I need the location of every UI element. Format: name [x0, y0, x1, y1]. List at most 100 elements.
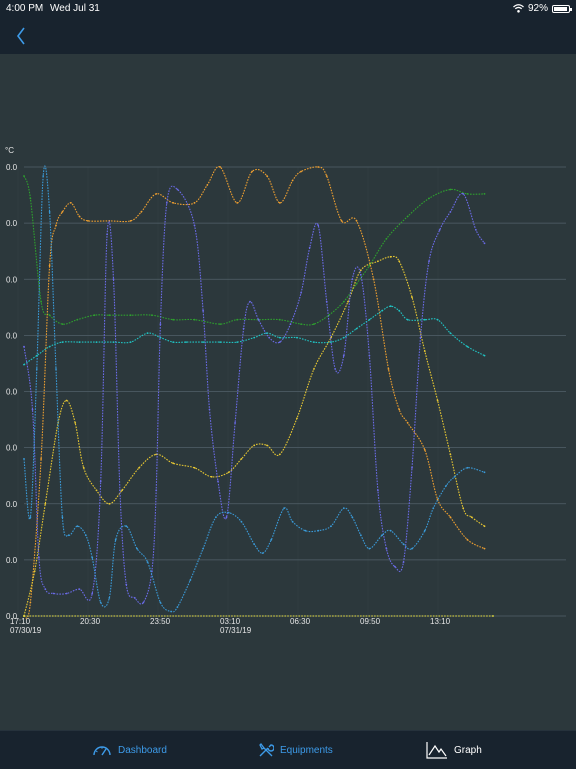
data-point	[42, 175, 45, 177]
y-tick-label: 0.0	[6, 444, 18, 453]
data-point	[240, 520, 243, 523]
data-point	[270, 538, 273, 541]
y-tick-label: 0.0	[6, 612, 18, 621]
data-point	[278, 341, 281, 343]
data-point	[38, 556, 40, 559]
data-point	[330, 525, 332, 528]
data-point	[146, 561, 149, 563]
data-point	[317, 166, 320, 168]
data-point	[44, 588, 47, 590]
data-point	[359, 269, 362, 272]
data-point	[428, 197, 430, 200]
data-point	[208, 408, 211, 411]
data-point	[125, 583, 128, 586]
data-point	[159, 323, 162, 325]
data-point	[449, 516, 452, 519]
data-point	[170, 610, 173, 613]
x-tick-label: 23:50	[150, 617, 171, 626]
data-point	[449, 453, 452, 456]
line-chart[interactable]: °C 0.0 0.0 0.0 0.0 0.0 0.0 0.0 0.0 0.0 17:10 07/30/…	[0, 54, 576, 730]
data-point	[351, 278, 354, 281]
data-point	[112, 341, 115, 343]
data-point	[206, 184, 209, 186]
data-point	[300, 170, 302, 173]
data-point	[436, 318, 439, 321]
data-point	[387, 368, 390, 370]
data-point	[438, 229, 441, 231]
data-point	[291, 179, 294, 182]
data-point	[146, 332, 149, 334]
data-point	[136, 547, 138, 550]
data-point	[70, 202, 72, 204]
data-point	[176, 188, 179, 191]
data-point	[381, 309, 383, 312]
data-point	[268, 336, 271, 339]
data-point	[419, 336, 422, 339]
data-point	[227, 471, 230, 474]
y-axis-unit: °C	[5, 146, 14, 155]
data-point	[394, 565, 396, 568]
data-point	[159, 601, 162, 604]
data-point	[23, 363, 25, 366]
data-point	[368, 318, 371, 321]
x-tick-label: 06:30	[290, 617, 311, 626]
data-point	[449, 211, 452, 213]
data-point	[23, 615, 25, 617]
data-point	[253, 336, 256, 339]
data-point	[33, 570, 36, 572]
data-point	[29, 601, 32, 604]
data-point	[106, 233, 108, 236]
data-point	[385, 547, 388, 550]
data-point	[278, 318, 281, 321]
data-point	[236, 341, 239, 343]
data-point	[176, 606, 179, 608]
data-point	[87, 220, 89, 222]
data-point	[23, 345, 25, 348]
data-point	[78, 341, 81, 343]
data-point	[23, 458, 25, 460]
data-point	[249, 300, 251, 303]
data-point	[278, 202, 281, 204]
data-point	[44, 502, 47, 505]
back-chevron-icon[interactable]	[10, 24, 34, 48]
data-point	[67, 534, 70, 537]
data-point	[296, 417, 298, 420]
tab-equipments[interactable]: Equipments	[258, 731, 333, 769]
data-point	[308, 246, 311, 249]
data-point	[253, 444, 256, 447]
data-point	[91, 592, 94, 595]
data-point	[61, 211, 64, 213]
data-point	[151, 314, 153, 317]
data-point	[475, 229, 477, 231]
tab-dashboard[interactable]: Dashboard	[92, 731, 167, 769]
data-point	[296, 336, 298, 339]
data-point	[134, 597, 136, 599]
y-tick-label: 0.0	[6, 163, 18, 172]
data-point	[317, 224, 320, 227]
tab-graph[interactable]: Graph	[426, 731, 482, 769]
data-point	[449, 188, 452, 191]
y-tick-label: 0.0	[6, 500, 18, 509]
data-point	[304, 529, 307, 532]
data-point	[423, 529, 426, 532]
data-point	[48, 314, 51, 317]
data-point	[300, 291, 302, 294]
data-point	[423, 318, 426, 321]
data-point	[185, 341, 187, 343]
data-point	[342, 336, 345, 339]
x-tick-label: 17:10	[10, 617, 31, 626]
data-point	[355, 282, 358, 285]
data-point	[342, 507, 345, 510]
x-tick-label: 03:10	[220, 617, 241, 626]
chart-svg[interactable]: °C0.00.00.00.00.00.00.00.00.017:1007/30/…	[0, 54, 576, 730]
data-point	[142, 601, 145, 604]
data-point	[466, 345, 469, 348]
data-point	[138, 466, 141, 469]
series-line-0	[23, 175, 485, 326]
data-point	[129, 341, 132, 343]
data-point	[342, 354, 345, 357]
data-point	[29, 197, 32, 200]
data-point	[155, 489, 158, 492]
data-point	[291, 520, 294, 523]
data-point	[328, 314, 330, 317]
